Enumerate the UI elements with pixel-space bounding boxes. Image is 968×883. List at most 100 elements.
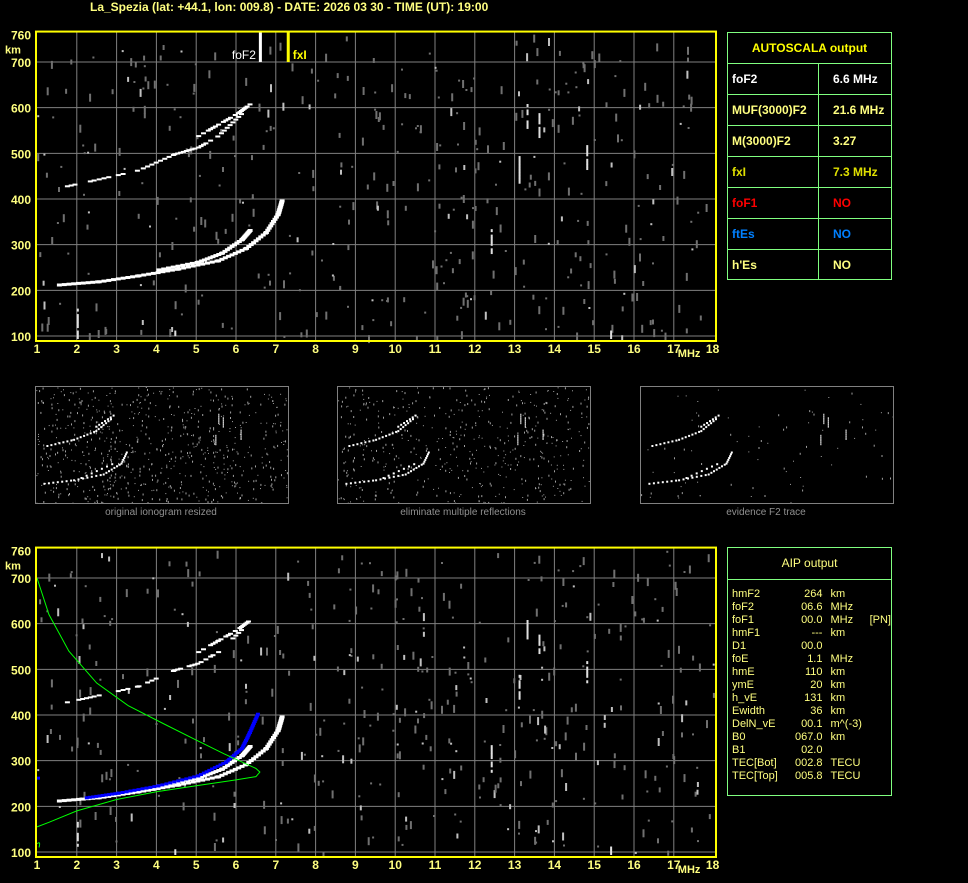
aip-name: Ewidth	[732, 705, 766, 717]
noise-echo	[520, 455, 522, 458]
noise-echo	[184, 475, 186, 477]
ionogram-trace	[703, 423, 706, 426]
noise-echo	[213, 485, 215, 486]
noise-echo	[331, 790, 334, 799]
noise-echo	[349, 387, 351, 389]
x-tick-label: 7	[272, 858, 279, 872]
noise-echo	[476, 462, 478, 465]
noise-echo	[169, 695, 172, 700]
noise-echo	[584, 399, 586, 401]
noise-echo	[97, 421, 99, 423]
noise-echo	[223, 463, 225, 465]
echo-cluster	[490, 745, 493, 749]
noise-echo	[578, 114, 581, 117]
noise-echo	[346, 471, 348, 474]
ionogram-trace	[277, 206, 283, 210]
aip-value: 131	[804, 692, 823, 704]
noise-echo	[478, 437, 480, 439]
noise-echo	[539, 490, 541, 493]
noise-echo	[541, 678, 544, 681]
noise-echo	[350, 486, 352, 488]
ionogram-trace	[199, 775, 205, 779]
noise-echo	[107, 405, 109, 407]
noise-echo	[171, 327, 174, 332]
noise-echo	[362, 389, 364, 392]
noise-echo	[321, 259, 323, 262]
aip-trace-point	[140, 787, 145, 791]
ionogram-trace	[685, 477, 688, 479]
noise-echo	[475, 422, 477, 425]
noise-echo	[558, 50, 561, 56]
noise-echo	[507, 399, 509, 401]
ionogram-trace	[725, 462, 728, 465]
noise-echo	[436, 441, 438, 443]
ionogram-trace	[266, 742, 272, 746]
ionogram-trace	[180, 263, 186, 267]
noise-echo	[541, 666, 544, 669]
noise-echo	[472, 207, 474, 210]
noise-echo	[375, 494, 377, 497]
noise-echo	[109, 480, 111, 482]
noise-echo	[783, 467, 785, 470]
echo-cluster	[526, 630, 529, 634]
noise-echo	[147, 393, 149, 396]
noise-echo	[297, 560, 300, 563]
echo-cluster	[823, 422, 825, 425]
noise-echo	[285, 440, 286, 443]
ionogram-trace	[115, 690, 121, 693]
noise-echo	[65, 427, 67, 429]
ionogram-trace	[96, 178, 102, 181]
noise-echo	[107, 426, 109, 428]
ionogram-trace	[146, 272, 152, 276]
noise-echo	[538, 477, 539, 480]
noise-echo	[553, 391, 555, 392]
noise-echo	[153, 392, 155, 394]
aip-row: hmF1 --- km	[732, 627, 891, 640]
noise-echo	[574, 71, 577, 74]
noise-echo	[347, 405, 349, 407]
noise-echo	[221, 403, 223, 405]
ionogram-trace	[106, 465, 108, 468]
noise-echo	[502, 725, 505, 733]
noise-echo	[565, 415, 567, 418]
noise-echo	[104, 489, 106, 491]
ionogram-trace	[707, 424, 710, 427]
noise-echo	[161, 391, 163, 393]
ionogram-trace	[258, 751, 264, 755]
ionogram-trace	[165, 785, 171, 789]
noise-echo	[140, 485, 142, 486]
noise-echo	[180, 434, 182, 437]
noise-echo	[219, 449, 221, 452]
noise-echo	[378, 422, 380, 424]
noise-echo	[469, 451, 471, 453]
noise-echo	[800, 477, 802, 478]
noise-echo	[116, 493, 118, 495]
noise-echo	[389, 453, 391, 455]
ionogram-trace	[210, 255, 216, 259]
ionogram-trace	[251, 757, 257, 761]
noise-echo	[404, 429, 406, 432]
noise-echo	[396, 598, 398, 601]
noise-echo	[562, 483, 564, 485]
ionogram-trace	[76, 698, 82, 701]
aip-extra	[870, 744, 891, 757]
ionogram-trace	[277, 722, 283, 726]
noise-echo	[559, 490, 561, 492]
aip-trace-point	[218, 763, 223, 767]
noise-echo	[237, 492, 238, 494]
noise-echo	[441, 778, 444, 781]
noise-echo	[213, 427, 215, 430]
x-tick-label: 2	[73, 858, 80, 872]
noise-echo	[201, 448, 203, 451]
ionogram-trace	[229, 244, 235, 248]
noise-echo	[62, 214, 65, 223]
noise-echo	[481, 484, 483, 486]
noise-echo	[605, 253, 608, 256]
noise-echo	[226, 447, 228, 448]
ionogram-trace	[702, 428, 705, 431]
noise-echo	[46, 87, 49, 96]
noise-echo	[456, 112, 459, 115]
noise-echo	[538, 306, 541, 315]
noise-echo	[499, 224, 502, 233]
noise-echo	[208, 480, 210, 483]
